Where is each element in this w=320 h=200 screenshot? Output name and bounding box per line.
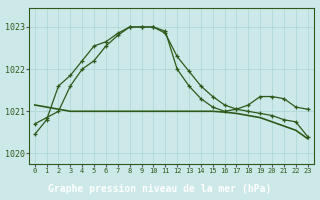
Text: Graphe pression niveau de la mer (hPa): Graphe pression niveau de la mer (hPa) — [48, 183, 272, 194]
